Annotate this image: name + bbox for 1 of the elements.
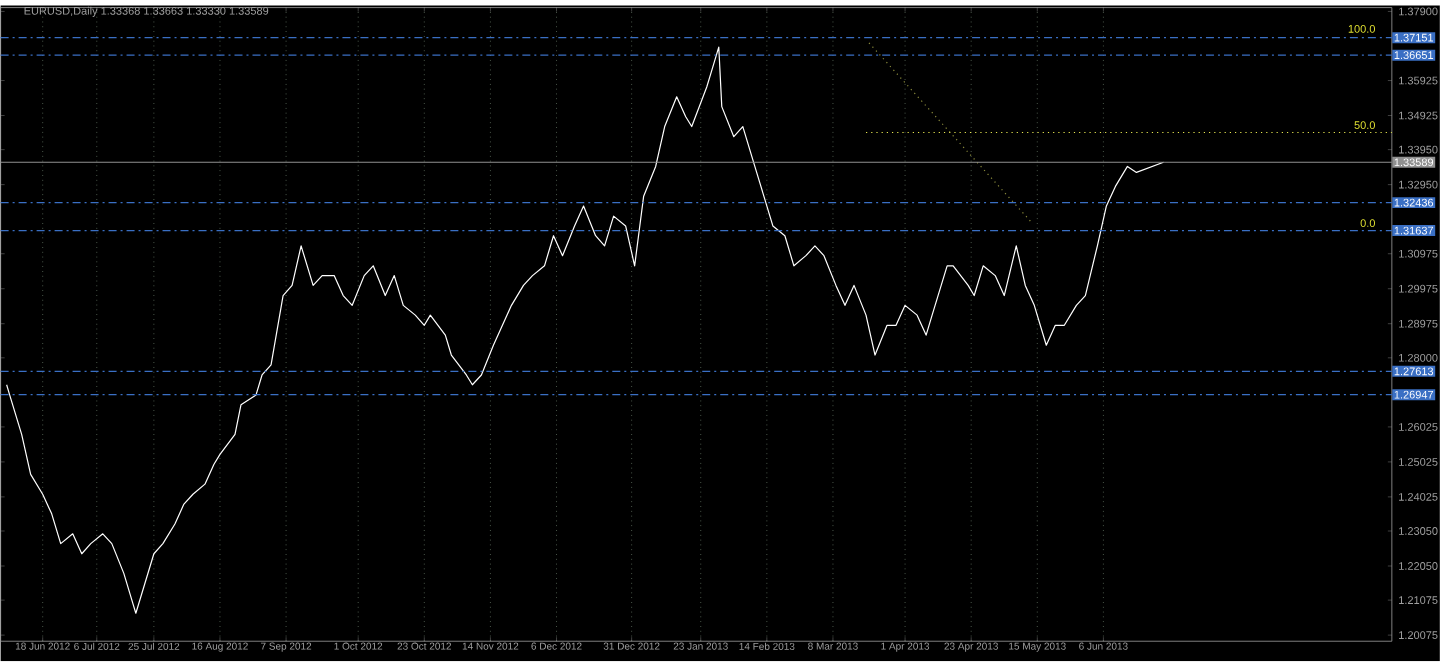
line-series <box>6 46 1165 615</box>
